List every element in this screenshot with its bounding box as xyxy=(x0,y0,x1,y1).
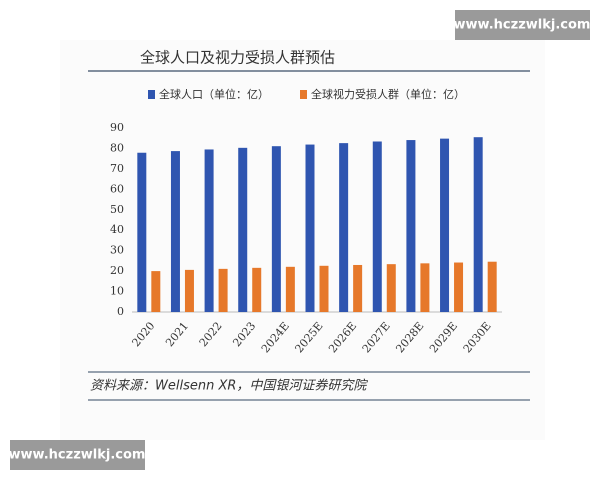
bar xyxy=(372,141,382,312)
y-tick-label: 60 xyxy=(110,182,124,195)
watermark: www.hczzwlkj.com xyxy=(9,448,146,463)
bar xyxy=(252,267,262,312)
watermark-box xyxy=(455,10,590,40)
legend-swatch xyxy=(300,90,307,99)
source: 资料来源：Wellsenn XR，中国银河证券研究院 xyxy=(90,378,368,394)
bar xyxy=(339,143,349,312)
y-tick-label: 90 xyxy=(110,121,124,134)
y-tick-label: 40 xyxy=(110,223,124,236)
watermark: www.hczzwlkj.com xyxy=(454,18,591,33)
y-tick-label: 30 xyxy=(110,244,124,257)
watermark-box xyxy=(10,440,145,470)
bar xyxy=(285,266,295,312)
legend-label: 全球视力受损人群（单位：亿） xyxy=(311,87,465,101)
bar xyxy=(271,146,281,312)
bar xyxy=(386,264,396,312)
bar xyxy=(473,137,483,312)
bar xyxy=(184,269,194,312)
bar xyxy=(204,149,214,312)
y-tick-label: 0 xyxy=(117,305,124,318)
legend-swatch xyxy=(148,90,155,99)
bar xyxy=(151,271,161,312)
y-tick-label: 50 xyxy=(110,203,124,216)
bar xyxy=(406,140,416,312)
bar xyxy=(454,262,464,312)
bar xyxy=(238,147,248,312)
bar xyxy=(305,144,315,312)
bar xyxy=(487,261,497,312)
bar xyxy=(170,151,180,312)
y-tick-label: 70 xyxy=(110,162,124,175)
bar xyxy=(440,138,450,312)
y-tick-label: 10 xyxy=(110,285,124,298)
y-tick-label: 80 xyxy=(110,141,124,154)
bar xyxy=(420,263,430,312)
bar xyxy=(353,264,363,312)
bar xyxy=(218,268,228,312)
legend-label: 全球人口（单位：亿） xyxy=(159,87,269,101)
y-tick-label: 20 xyxy=(110,264,124,277)
bar xyxy=(137,152,147,312)
bar xyxy=(319,265,329,312)
chart-title: 全球人口及视力受损人群预估 xyxy=(140,49,335,67)
